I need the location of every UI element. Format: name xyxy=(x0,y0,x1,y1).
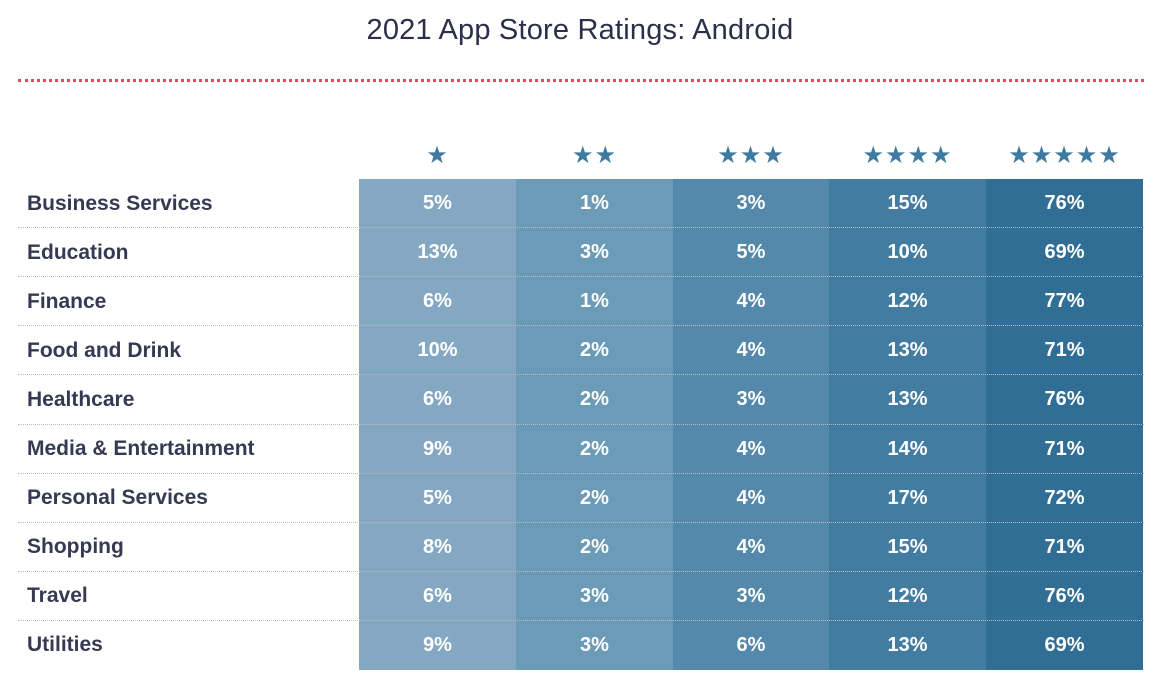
title-divider xyxy=(18,79,1144,82)
table-cell: 3% xyxy=(736,192,766,214)
table-cell: 5% xyxy=(423,486,452,509)
table-cell: 6% xyxy=(423,290,452,313)
table-cell: 4% xyxy=(736,535,766,558)
table-cell: 13% xyxy=(417,241,458,264)
row-label: Finance xyxy=(27,289,107,313)
row-divider xyxy=(18,227,1144,229)
table-cell: 4% xyxy=(736,290,766,313)
table-cell: 3% xyxy=(580,241,609,264)
table-cell: 72% xyxy=(1044,486,1085,509)
row-label: Food and Drink xyxy=(27,338,181,362)
table-cell: 76% xyxy=(1044,192,1085,214)
row-divider xyxy=(18,325,1144,327)
table-cell: 13% xyxy=(887,339,928,362)
row-divider xyxy=(18,570,1144,572)
table-cell: 4% xyxy=(736,486,766,509)
table-cell: 2% xyxy=(580,388,609,411)
table-cell: 9% xyxy=(423,437,452,460)
table-cell: 3% xyxy=(736,388,766,411)
column-header-3-star: ★★★ xyxy=(717,141,785,169)
row-label: Personal Services xyxy=(27,486,208,510)
row-divider xyxy=(18,276,1144,278)
column-shade-1-star xyxy=(359,179,516,670)
table-cell: 12% xyxy=(887,584,928,607)
table-cell: 3% xyxy=(736,584,766,607)
column-shade-5-star xyxy=(986,179,1143,670)
row-label: Healthcare xyxy=(27,387,135,411)
table-cell: 69% xyxy=(1044,633,1085,656)
table-cell: 2% xyxy=(580,486,609,509)
table-cell: 13% xyxy=(887,633,928,656)
row-label: Travel xyxy=(27,584,88,608)
table-cell: 71% xyxy=(1044,535,1085,558)
table-cell: 10% xyxy=(887,241,928,264)
table-cell: 4% xyxy=(736,339,766,362)
table-cell: 17% xyxy=(887,486,928,509)
table-cell: 3% xyxy=(580,633,609,656)
table-cell: 69% xyxy=(1044,241,1085,264)
row-label: Education xyxy=(27,240,129,264)
column-shade-4-star xyxy=(829,179,986,670)
table-cell: 3% xyxy=(580,584,609,607)
table-cell: 13% xyxy=(887,388,928,411)
column-shade-3-star xyxy=(673,179,829,670)
table-cell: 8% xyxy=(423,535,452,558)
table-cell: 2% xyxy=(580,535,609,558)
column-header-1-star: ★ xyxy=(426,141,449,169)
table-cell: 9% xyxy=(423,633,452,656)
table-cell: 77% xyxy=(1044,290,1085,313)
row-divider xyxy=(18,619,1144,621)
row-label: Utilities xyxy=(27,633,103,657)
table-cell: 5% xyxy=(423,192,452,214)
row-label: Business Services xyxy=(27,191,213,215)
chart-title: 2021 App Store Ratings: Android xyxy=(366,14,794,46)
table-cell: 6% xyxy=(423,584,452,607)
table-cell: 5% xyxy=(736,241,766,264)
table-cell: 76% xyxy=(1044,388,1085,411)
table-cell: 2% xyxy=(580,339,609,362)
column-shade-2-star xyxy=(516,179,673,670)
table-cell: 4% xyxy=(736,437,766,460)
table-cell: 1% xyxy=(580,290,609,313)
table-cell: 6% xyxy=(423,388,452,411)
row-divider xyxy=(18,374,1144,376)
table-cell: 10% xyxy=(417,339,458,362)
table-cell: 14% xyxy=(887,437,928,460)
table-cell: 71% xyxy=(1044,437,1085,460)
table-cell: 71% xyxy=(1044,339,1085,362)
table-cell: 1% xyxy=(580,192,609,214)
table-cell: 2% xyxy=(580,437,609,460)
row-divider xyxy=(18,521,1144,523)
table-cell: 15% xyxy=(887,192,928,214)
table-cell: 12% xyxy=(887,290,928,313)
table-cell: 6% xyxy=(736,633,766,656)
row-divider xyxy=(18,423,1144,425)
column-header-4-star: ★★★★ xyxy=(862,141,953,169)
row-label: Media & Entertainment xyxy=(27,437,255,460)
row-divider xyxy=(18,472,1144,474)
column-header-5-star: ★★★★★ xyxy=(1008,141,1121,169)
table-cell: 76% xyxy=(1044,584,1085,607)
column-header-2-star: ★★ xyxy=(571,141,618,169)
table-cell: 15% xyxy=(887,535,928,558)
row-label: Shopping xyxy=(27,535,124,559)
